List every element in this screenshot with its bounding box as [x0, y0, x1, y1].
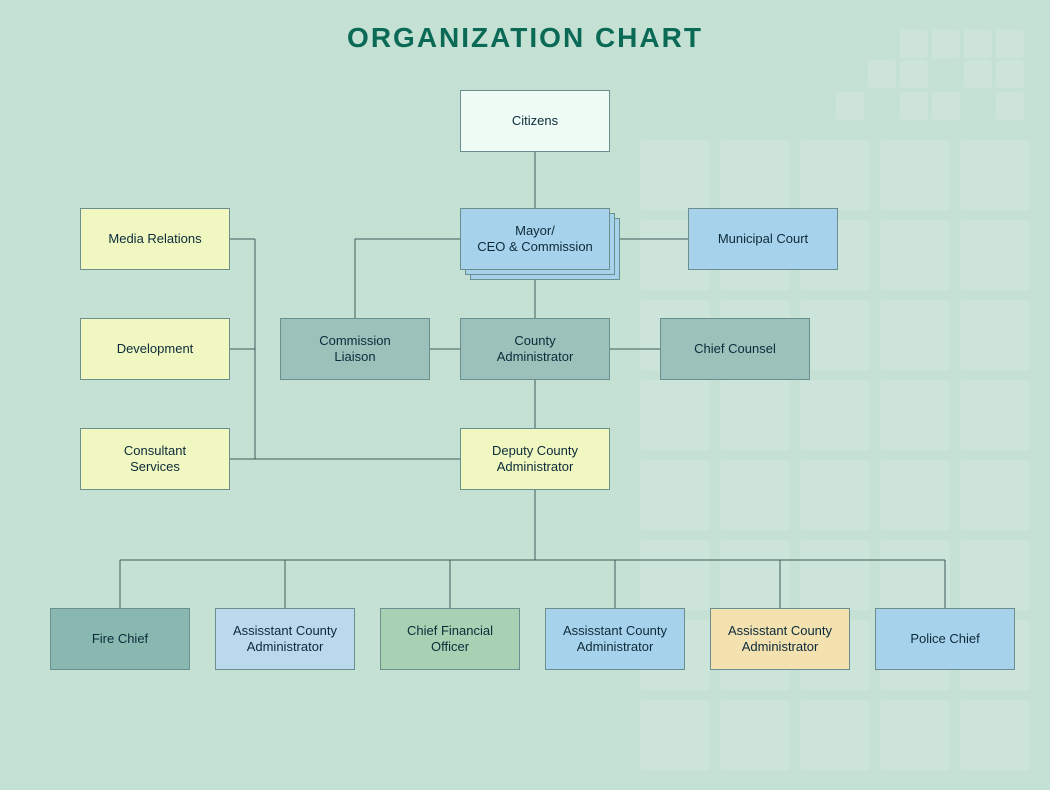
org-node-county: CountyAdministrator — [460, 318, 610, 380]
org-node-fire: Fire Chief — [50, 608, 190, 670]
org-node-deputy: Deputy CountyAdministrator — [460, 428, 610, 490]
org-chart: ORGANIZATION CHART Citizens Mayor/CEO & C… — [0, 0, 1050, 790]
org-node-police: Police Chief — [875, 608, 1015, 670]
org-node-cfo: Chief FinancialOfficer — [380, 608, 520, 670]
org-node-aca1: Assisstant CountyAdministrator — [215, 608, 355, 670]
org-node-consult: ConsultantServices — [80, 428, 230, 490]
org-node-media: Media Relations — [80, 208, 230, 270]
org-node-dev: Development — [80, 318, 230, 380]
chart-title: ORGANIZATION CHART — [0, 22, 1050, 54]
org-node-citizens: Citizens — [460, 90, 610, 152]
org-node-aca2: Assisstant CountyAdministrator — [545, 608, 685, 670]
org-node-liaison: CommissionLiaison — [280, 318, 430, 380]
org-node-counsel: Chief Counsel — [660, 318, 810, 380]
org-node-muni: Municipal Court — [688, 208, 838, 270]
org-node-aca3: Assisstant CountyAdministrator — [710, 608, 850, 670]
org-node-mayor: Mayor/CEO & Commission — [460, 208, 610, 270]
